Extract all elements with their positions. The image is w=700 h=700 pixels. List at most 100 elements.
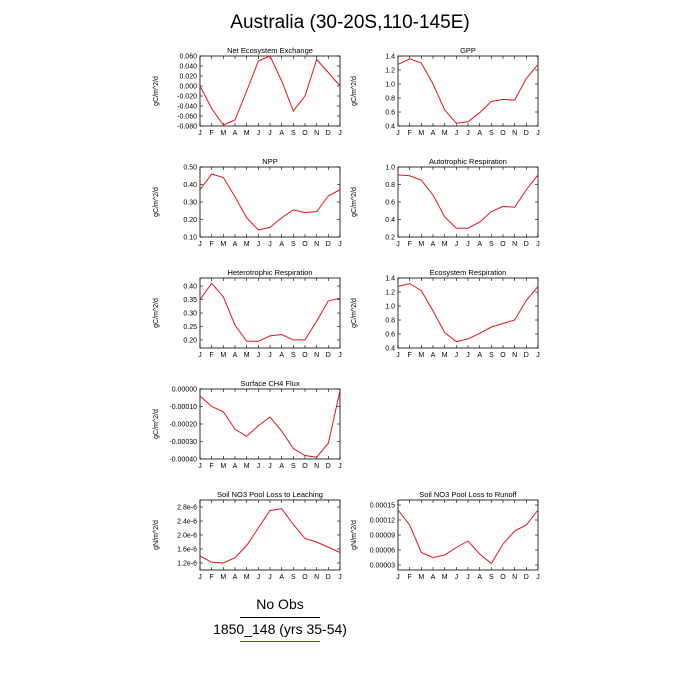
x-tick-label: A	[431, 241, 436, 248]
y-tick-label: 0.040	[179, 63, 197, 70]
x-tick-label: F	[210, 241, 214, 248]
x-tick-label: A	[477, 130, 482, 137]
x-tick-label: M	[220, 130, 226, 137]
plot-frame	[199, 388, 341, 460]
x-tick-label: M	[244, 574, 250, 581]
y-tick-label: -0.00020	[169, 421, 197, 428]
x-tick-label: M	[244, 130, 250, 137]
y-axis-label: gN/m^2/d	[153, 520, 160, 550]
y-tick-label: 0.060	[179, 53, 197, 60]
chart-title: Soil NO3 Pool Loss to Leaching	[217, 490, 323, 499]
y-axis-label: gC/m^2/d	[153, 187, 160, 217]
x-tick-label: D	[524, 241, 529, 248]
x-tick-label: O	[500, 574, 506, 581]
x-tick-label: N	[512, 352, 517, 359]
x-tick-label: O	[500, 352, 506, 359]
y-tick-label: 2.8e-6	[177, 504, 197, 511]
y-axis-label: gC/m^2/d	[153, 298, 160, 328]
y-tick-label: -0.040	[177, 103, 197, 110]
y-tick-label: 0.00000	[172, 386, 197, 393]
x-tick-label: J	[536, 574, 540, 581]
x-tick-label: S	[489, 241, 494, 248]
x-tick-label: J	[466, 574, 470, 581]
x-tick-label: J	[536, 241, 540, 248]
x-tick-label: D	[524, 352, 529, 359]
x-tick-label: O	[302, 463, 308, 470]
y-tick-label: 0.4	[385, 123, 395, 130]
x-tick-label: D	[326, 130, 331, 137]
x-tick-label: J	[338, 352, 342, 359]
y-tick-label: 1.6e-6	[177, 546, 197, 553]
legend-model-label: 1850_148 (yrs 35-54)	[213, 621, 347, 637]
x-tick-label: M	[418, 130, 424, 137]
x-tick-label: M	[442, 352, 448, 359]
x-tick-label: J	[257, 130, 261, 137]
y-tick-label: 1.2	[385, 289, 395, 296]
y-tick-label: 2.0e-6	[177, 532, 197, 539]
x-tick-label: J	[396, 130, 400, 137]
x-tick-label: J	[338, 241, 342, 248]
x-tick-label: M	[442, 241, 448, 248]
x-tick-label: J	[198, 241, 202, 248]
x-tick-label: J	[257, 574, 261, 581]
y-tick-label: 0.8	[385, 95, 395, 102]
x-tick-label: J	[466, 352, 470, 359]
x-tick-label: F	[210, 574, 214, 581]
chart-panel-6: Ecosystem Respiration1.41.21.00.80.60.4J…	[351, 268, 540, 359]
x-tick-label: J	[198, 130, 202, 137]
x-tick-label: J	[455, 574, 459, 581]
x-tick-label: S	[291, 574, 296, 581]
x-tick-label: J	[257, 352, 261, 359]
series-line	[199, 390, 341, 458]
x-tick-label: N	[314, 463, 319, 470]
x-tick-label: J	[455, 241, 459, 248]
y-tick-label: 0.50	[183, 164, 197, 171]
legend-model-line	[240, 641, 320, 642]
x-tick-label: D	[326, 463, 331, 470]
chart-title: NPP	[262, 157, 277, 166]
x-tick-label: S	[489, 130, 494, 137]
x-tick-label: A	[279, 241, 284, 248]
x-tick-label: O	[500, 130, 506, 137]
y-tick-label: 0.00003	[370, 562, 395, 569]
legend-obs-label: No Obs	[256, 596, 304, 612]
x-tick-label: J	[396, 352, 400, 359]
x-tick-label: J	[268, 130, 272, 137]
y-tick-label: 0.10	[183, 234, 197, 241]
x-tick-label: A	[233, 130, 238, 137]
x-tick-label: J	[338, 130, 342, 137]
y-tick-label: 0.8	[385, 317, 395, 324]
plot-frame	[199, 55, 341, 127]
x-tick-label: M	[418, 574, 424, 581]
x-tick-label: N	[512, 241, 517, 248]
x-tick-label: F	[408, 574, 412, 581]
x-tick-label: F	[408, 241, 412, 248]
page-title: Australia (30-20S,110-145E)	[230, 12, 470, 33]
y-axis-label: gN/m^2/d	[351, 520, 358, 550]
x-tick-label: F	[210, 352, 214, 359]
y-tick-label: 0.4	[385, 345, 395, 352]
x-tick-label: S	[291, 130, 296, 137]
y-tick-label: 0.20	[183, 337, 197, 344]
x-tick-label: S	[489, 574, 494, 581]
x-tick-label: M	[220, 241, 226, 248]
x-tick-label: J	[198, 352, 202, 359]
x-tick-label: J	[396, 574, 400, 581]
x-tick-label: N	[512, 574, 517, 581]
x-tick-label: N	[314, 241, 319, 248]
y-tick-label: 1.0	[385, 81, 395, 88]
y-tick-label: 0.2	[385, 234, 395, 241]
x-tick-label: M	[442, 574, 448, 581]
x-tick-label: M	[220, 574, 226, 581]
plot-frame	[199, 166, 341, 238]
x-tick-label: O	[302, 574, 308, 581]
x-tick-label: A	[477, 241, 482, 248]
x-tick-label: J	[198, 463, 202, 470]
chart-panel-8: Soil NO3 Pool Loss to Leaching 2.8e-6 2.4e…	[153, 490, 342, 581]
series-line	[397, 283, 539, 343]
y-tick-label: 0.8	[385, 182, 395, 189]
series-line	[199, 508, 341, 564]
chart-panel-5: Heterotrophic Respiration 0.40 0.35 0.30 0.2…	[153, 268, 342, 359]
